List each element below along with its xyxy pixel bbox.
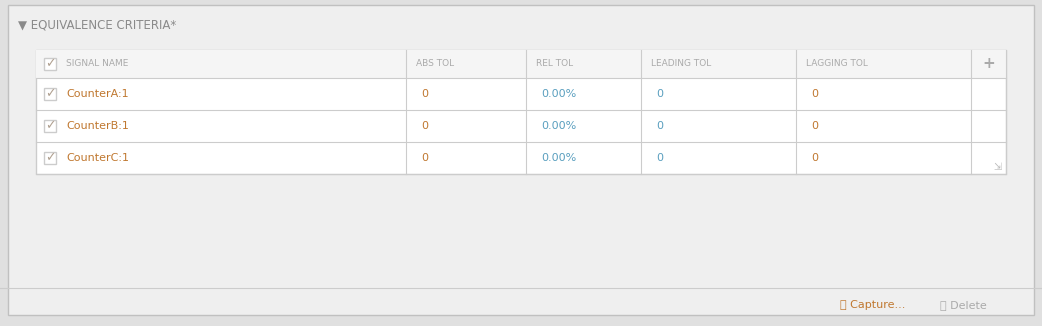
Text: 🗑 Delete: 🗑 Delete: [940, 300, 987, 310]
Text: ▼ EQUIVALENCE CRITERIA*: ▼ EQUIVALENCE CRITERIA*: [18, 18, 176, 31]
Text: ✓: ✓: [45, 152, 55, 165]
Text: ✓: ✓: [45, 57, 55, 70]
Bar: [44, 152, 56, 164]
Bar: [36, 50, 1006, 174]
Text: 0: 0: [656, 121, 663, 131]
Text: REL TOL: REL TOL: [536, 60, 573, 68]
Text: 0: 0: [656, 89, 663, 99]
Text: LEADING TOL: LEADING TOL: [651, 60, 712, 68]
Text: 0: 0: [811, 89, 818, 99]
Text: 0.00%: 0.00%: [541, 153, 576, 163]
Bar: [36, 50, 1006, 78]
Bar: [44, 120, 56, 132]
Text: ABS TOL: ABS TOL: [416, 60, 454, 68]
Text: +: +: [983, 56, 995, 71]
Text: CounterC:1: CounterC:1: [66, 153, 129, 163]
Bar: [44, 88, 56, 100]
Text: SIGNAL NAME: SIGNAL NAME: [66, 60, 128, 68]
Text: 0: 0: [421, 153, 428, 163]
Text: ⇲: ⇲: [994, 162, 1002, 172]
Text: ✓: ✓: [45, 87, 55, 100]
Text: 0.00%: 0.00%: [541, 89, 576, 99]
Text: CounterB:1: CounterB:1: [66, 121, 129, 131]
Text: ⬛ Capture...: ⬛ Capture...: [840, 300, 905, 310]
Text: 0: 0: [421, 121, 428, 131]
Text: 0: 0: [811, 121, 818, 131]
Text: CounterA:1: CounterA:1: [66, 89, 128, 99]
Text: 0: 0: [811, 153, 818, 163]
Text: 0: 0: [421, 89, 428, 99]
Text: LAGGING TOL: LAGGING TOL: [807, 60, 868, 68]
Text: ✓: ✓: [45, 120, 55, 132]
Bar: [44, 58, 56, 70]
Text: 0.00%: 0.00%: [541, 121, 576, 131]
Text: 0: 0: [656, 153, 663, 163]
